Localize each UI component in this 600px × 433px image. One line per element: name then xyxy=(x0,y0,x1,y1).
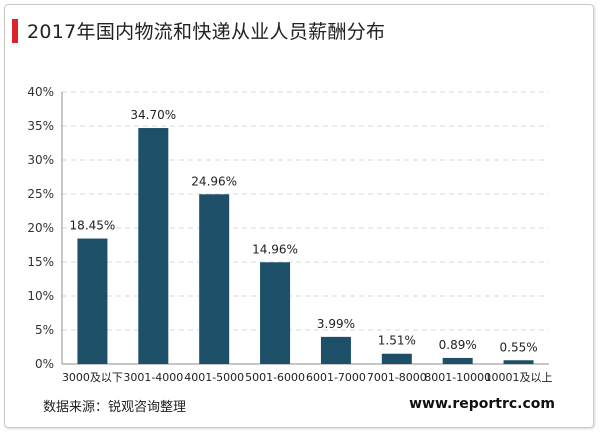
y-tick-label: 5% xyxy=(35,323,54,337)
data-label: 0.89% xyxy=(439,338,477,352)
x-tick-label: 10001及以上 xyxy=(485,371,553,384)
x-tick-label: 3000及以下 xyxy=(62,371,123,384)
x-tick-label: 6001-7000 xyxy=(306,371,366,384)
bar xyxy=(260,262,291,364)
bar xyxy=(442,357,473,364)
x-tick-label: 4001-5000 xyxy=(184,371,244,384)
y-tick-label: 0% xyxy=(35,357,54,371)
bar xyxy=(381,353,412,364)
x-tick-label: 7001-8000 xyxy=(367,371,427,384)
data-label: 18.45% xyxy=(70,219,116,233)
chart-frame xyxy=(4,4,594,428)
y-tick-label: 15% xyxy=(27,255,54,269)
x-tick-label: 5001-6000 xyxy=(245,371,305,384)
y-tick-label: 40% xyxy=(27,85,54,99)
y-tick-label: 30% xyxy=(27,153,54,167)
chart-title: 2017年国内物流和快递从业人员薪酬分布 xyxy=(27,21,386,43)
title-bar: 2017年国内物流和快递从业人员薪酬分布 xyxy=(12,17,385,44)
data-source: 数据来源：锐观咨询整理 xyxy=(43,400,187,415)
data-label: 3.99% xyxy=(317,317,355,331)
data-label: 14.96% xyxy=(252,242,298,256)
website-url: www.reportrc.com xyxy=(409,396,555,412)
data-label: 0.55% xyxy=(500,340,538,354)
data-label: 1.51% xyxy=(378,334,416,348)
bar xyxy=(503,360,534,364)
y-tick-label: 10% xyxy=(27,289,54,303)
bar xyxy=(320,336,351,364)
y-tick-label: 20% xyxy=(27,221,54,235)
bar xyxy=(199,194,230,364)
bar xyxy=(138,128,169,364)
y-tick-label: 25% xyxy=(27,187,54,201)
y-tick-label: 35% xyxy=(27,119,54,133)
data-label: 34.70% xyxy=(130,108,176,122)
x-tick-label: 8001-10000 xyxy=(424,371,491,384)
x-tick-label: 3001-4000 xyxy=(123,371,183,384)
data-label: 24.96% xyxy=(191,174,237,188)
title-accent-bar xyxy=(12,18,18,43)
bar xyxy=(77,238,108,364)
